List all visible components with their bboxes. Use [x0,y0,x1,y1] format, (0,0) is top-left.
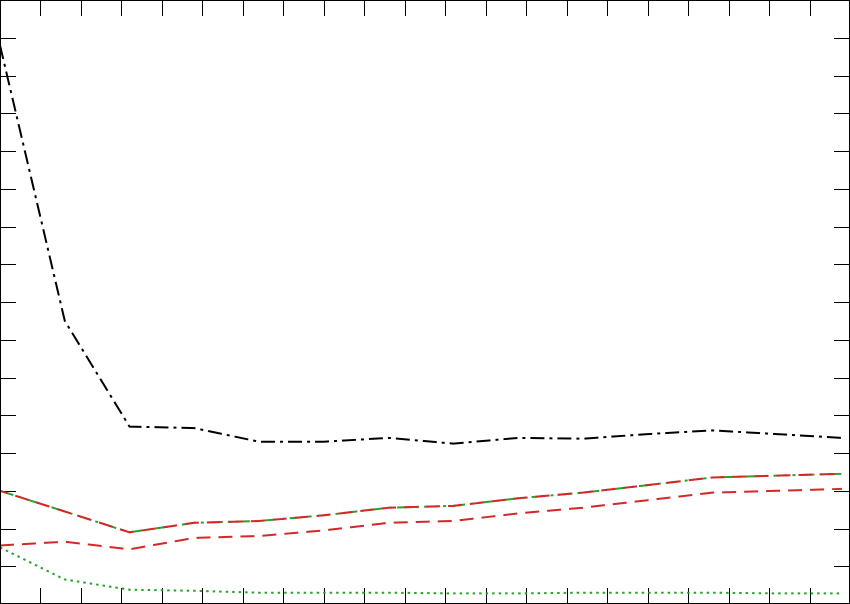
series-line-2 [0,472,842,534]
series-line-1 [0,45,842,445]
series-line-3 [0,472,842,534]
series-lines [0,45,842,595]
series-line-4 [0,487,842,551]
series-line-5 [0,546,842,595]
